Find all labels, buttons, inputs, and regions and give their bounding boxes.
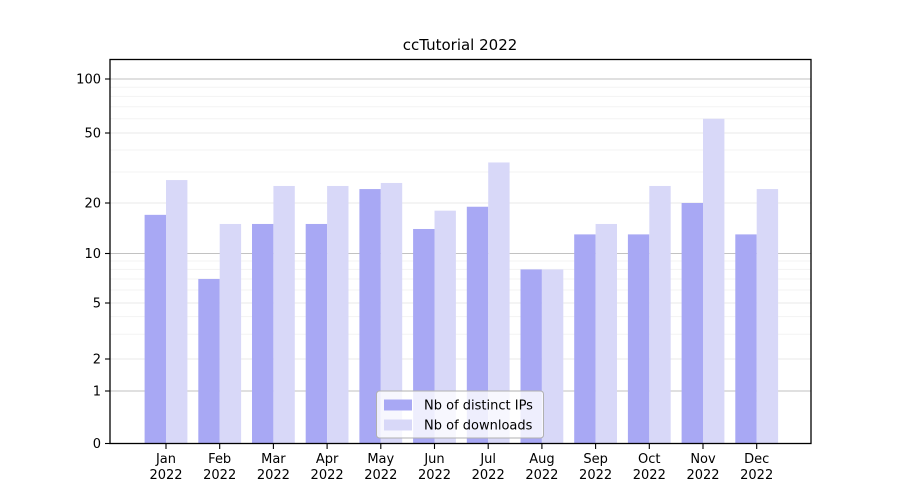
bar-downloads-sep: [595, 223, 617, 444]
bar-distinct-ips-jul: [466, 206, 489, 444]
bar-downloads-may: [380, 182, 403, 444]
bar-distinct-ips-apr: [305, 223, 328, 444]
x-tick-label: Dec 2022: [740, 452, 773, 483]
x-tick-label: Aug 2022: [525, 452, 558, 483]
bar-distinct-ips-jun: [413, 228, 435, 444]
bars: [144, 118, 779, 444]
bar-downloads-dec: [756, 189, 779, 444]
bar-downloads-aug: [541, 269, 564, 444]
x-tick-label: Apr 2022: [311, 452, 344, 483]
legend-label-distinct-ips: Nb of distinct IPs: [424, 399, 533, 414]
y-tick-label: 100: [76, 73, 101, 88]
x-tick-label: Nov 2022: [686, 452, 719, 483]
bar-distinct-ips-dec: [735, 234, 757, 444]
y-axis: 0 1 2 5 10 20 50 100: [76, 73, 110, 452]
y-tick-label: 0: [93, 437, 101, 452]
legend: Nb of distinct IPs Nb of downloads: [376, 390, 544, 439]
bar-downloads-apr: [327, 185, 349, 444]
bar-distinct-ips-feb: [198, 278, 220, 444]
x-tick-label: Oct 2022: [633, 452, 666, 483]
bar-downloads-jul: [488, 162, 510, 444]
bar-downloads-nov: [703, 118, 725, 444]
y-tick-label: 5: [93, 297, 101, 312]
x-tick-label: May 2022: [364, 452, 397, 483]
y-tick-label: 50: [84, 127, 101, 142]
legend-label-downloads: Nb of downloads: [424, 419, 533, 434]
x-tick-label: Mar 2022: [257, 452, 290, 483]
legend-swatch-distinct-ips-icon: [384, 399, 412, 411]
bar-distinct-ips-sep: [574, 234, 596, 444]
bar-downloads-jun: [434, 210, 456, 444]
x-tick-label: Jul 2022: [472, 452, 505, 483]
x-tick-label: Jan 2022: [149, 452, 182, 483]
bar-downloads-jan: [166, 180, 188, 444]
y-tick-label: 1: [93, 385, 101, 400]
x-tick-label: Feb 2022: [203, 452, 236, 483]
chart-title: ccTutorial 2022: [403, 36, 518, 54]
x-tick-label: Jun 2022: [418, 452, 451, 483]
bar-downloads-mar: [273, 185, 295, 444]
x-tick-label: Sep 2022: [579, 452, 612, 483]
bar-distinct-ips-jan: [144, 214, 166, 444]
bar-downloads-oct: [649, 185, 671, 444]
bar-distinct-ips-oct: [627, 234, 650, 444]
bar-distinct-ips-mar: [252, 223, 274, 444]
y-tick-label: 10: [84, 247, 101, 262]
legend-box: [376, 390, 544, 439]
bar-downloads-feb: [219, 223, 242, 444]
bar-distinct-ips-nov: [681, 203, 703, 444]
plot-border: [109, 58, 812, 445]
legend-swatch-downloads-icon: [384, 419, 412, 431]
y-tick-label: 20: [84, 197, 101, 212]
bar-distinct-ips-may: [359, 189, 381, 444]
x-axis: Jan 2022 Feb 2022 Mar 2022 Apr 2022 May 2022 Jun 20…: [149, 444, 773, 483]
y-tick-label: 2: [93, 353, 101, 368]
